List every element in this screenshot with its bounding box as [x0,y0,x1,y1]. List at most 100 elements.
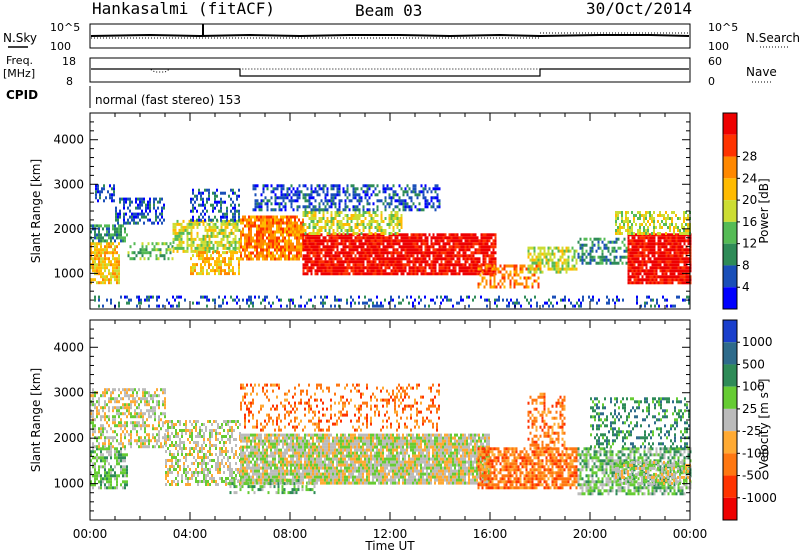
data-cell [260,224,262,228]
data-cell [613,255,616,259]
data-cell [334,193,337,197]
data-cell [408,208,411,212]
data-cell [208,298,210,302]
data-cell [163,254,166,258]
data-cell [107,190,109,194]
data-cell [118,453,120,457]
data-cell [376,223,379,226]
data-cell [535,279,538,283]
data-cell [116,450,118,454]
data-cell [416,260,419,264]
data-cell [665,266,668,270]
data-cell [434,266,437,270]
data-cell [256,257,258,261]
data-cell [444,248,447,252]
data-cell [262,184,265,188]
data-cell [633,281,636,285]
data-cell [478,269,481,273]
data-cell [98,427,100,431]
data-cell [92,257,94,261]
data-cell [118,269,120,273]
data-cell [224,212,226,216]
data-cell [651,275,654,279]
data-cell [318,239,321,243]
data-cell [679,266,682,270]
data-cell [436,257,439,261]
data-cell [466,269,469,273]
data-cell [180,295,182,299]
data-cell [214,197,216,201]
data-cell [493,285,496,289]
data-cell [571,264,574,268]
data-cell [631,254,634,258]
noise-rtick-top-exp: ^5 [722,21,738,34]
data-cell [316,193,319,197]
data-cell [326,211,329,214]
data-cell [230,209,232,213]
data-cell [685,239,688,243]
data-cell [118,272,120,276]
data-cell [276,242,278,246]
data-cell [270,239,272,243]
data-cell [336,208,339,212]
data-cell [302,245,305,249]
data-cell [310,236,313,240]
data-cell [541,252,544,256]
data-cell [426,236,429,240]
data-cell [254,215,256,219]
data-cell [653,236,656,240]
data-cell [627,281,630,285]
data-cell [270,224,272,228]
data-cell [442,266,445,270]
data-cell [472,272,475,276]
data-cell [200,218,202,222]
data-cell [494,301,496,305]
data-cell [607,246,610,250]
data-cell [153,245,156,249]
data-cell [591,246,594,250]
data-cell [386,260,389,264]
data-cell [119,197,121,201]
data-cell [232,215,234,219]
data-cell [605,246,608,250]
data-cell [492,260,495,264]
data-cell [434,239,437,243]
data-cell [611,246,614,250]
data-cell [474,233,477,237]
data-cell [386,257,389,261]
data-cell [310,190,313,194]
data-cell [266,245,268,249]
data-cell [529,264,532,268]
data-cell [208,272,210,276]
data-cell [358,199,361,203]
data-cell [442,263,445,267]
data-cell [414,272,417,276]
data-cell [194,246,197,250]
data-cell [244,242,246,246]
y-tick-label: 2000 [53,222,84,236]
data-cell [382,190,385,194]
data-cell [513,264,516,268]
noise-left-ticks: 10^5 100 [50,21,80,53]
data-cell [643,272,646,276]
data-cell [486,233,489,237]
data-cell [310,239,313,243]
data-cell [276,187,279,191]
data-cell [565,261,568,265]
data-cell [94,254,96,258]
data-cell [270,190,273,194]
data-cell [118,301,120,305]
data-cell [106,471,108,475]
data-cell [260,254,262,258]
data-cell [90,242,92,246]
data-cell [314,208,317,212]
data-cell [627,242,630,246]
data-cell [482,245,485,249]
data-cell [190,218,192,222]
data-cell [422,239,425,243]
data-cell [204,228,207,232]
data-cell [466,248,469,252]
data-cell [268,301,270,305]
data-cell [482,272,485,276]
data-cell [523,276,526,280]
